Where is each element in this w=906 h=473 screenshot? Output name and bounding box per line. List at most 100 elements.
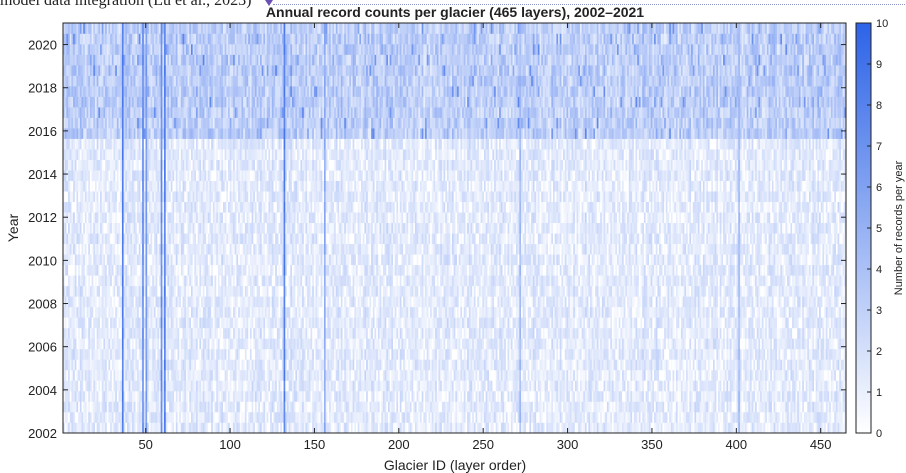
heat-cell (63, 128, 65, 139)
heat-cell (145, 44, 148, 55)
heat-cell (73, 159, 76, 171)
heat-cell (116, 65, 119, 76)
heat-cell (248, 23, 251, 34)
heat-cell (88, 338, 91, 350)
heat-cell (86, 411, 89, 423)
heat-cell (98, 65, 101, 76)
heat-cell (216, 401, 219, 413)
heat-cell (249, 380, 252, 392)
heat-cell (71, 390, 74, 402)
heat-cell (145, 296, 148, 308)
heat-cell (150, 75, 153, 87)
heat-cell (211, 348, 214, 360)
heat-cell (158, 380, 161, 392)
heat-cell (197, 296, 200, 308)
heat-cell (81, 264, 84, 276)
heat-cell (228, 191, 230, 203)
heat-cell (206, 327, 209, 339)
heat-cell (123, 296, 126, 308)
heat-cell (81, 170, 84, 181)
heat-cell (182, 233, 185, 245)
heat-cell (236, 422, 239, 434)
heat-cell (116, 149, 119, 160)
heat-cell (83, 306, 86, 318)
heat-cell (167, 222, 170, 234)
heat-cell (125, 212, 128, 224)
heat-cell (206, 306, 209, 318)
heat-cell (265, 107, 268, 118)
heat-cell (126, 359, 129, 371)
heat-cell (246, 264, 249, 276)
heat-cell (157, 348, 160, 360)
heat-cell (165, 33, 168, 45)
heat-cell (84, 222, 87, 234)
heat-cell (126, 191, 129, 203)
heat-cell (86, 275, 89, 287)
heat-cell (157, 107, 160, 118)
heat-cell (121, 86, 124, 97)
heat-cell (145, 275, 148, 287)
heat-cell (133, 275, 136, 287)
heat-cell (179, 191, 182, 203)
heat-cell (197, 128, 200, 139)
heat-cell (142, 33, 145, 45)
heat-cell (76, 264, 79, 276)
heat-cell (249, 327, 252, 339)
heat-cell (91, 275, 94, 287)
heat-cell (268, 317, 271, 329)
heat-cell (63, 422, 65, 434)
heat-cell (74, 33, 77, 45)
heat-cell (219, 138, 222, 150)
heat-cell (275, 275, 278, 287)
heat-cell (125, 117, 128, 129)
heat-cell (251, 338, 254, 350)
heat-cell (120, 401, 123, 413)
heat-cell (187, 117, 190, 129)
heat-cell (147, 107, 150, 118)
heat-cell (248, 327, 251, 339)
heat-cell (142, 65, 145, 76)
heat-cell (241, 411, 244, 423)
heat-cell (204, 243, 207, 255)
heat-cell (100, 44, 103, 55)
heat-cell (184, 275, 187, 287)
heat-cell (121, 128, 124, 139)
heat-cell (69, 212, 72, 224)
heat-cell (120, 285, 123, 297)
heat-cell (100, 96, 103, 108)
heat-cell (207, 201, 210, 213)
heat-cell (271, 411, 274, 423)
heat-cell (184, 117, 187, 129)
heat-cell (74, 212, 77, 224)
heat-cell (145, 338, 148, 350)
heat-cell (74, 275, 77, 287)
heat-cell (120, 317, 123, 329)
heat-cell (103, 65, 106, 76)
heat-cell (241, 138, 244, 150)
heat-cell (116, 380, 119, 392)
heat-cell (123, 317, 126, 329)
heat-cell (246, 338, 249, 350)
heat-cell (180, 411, 183, 423)
heat-cell (209, 296, 212, 308)
heat-cell (84, 338, 87, 350)
heat-cell (236, 117, 239, 129)
heat-cell (196, 275, 199, 287)
heat-cell (103, 44, 106, 55)
heat-cell (266, 422, 269, 434)
heat-cell (145, 33, 148, 45)
heat-cell (207, 75, 210, 87)
heat-cell (202, 380, 205, 392)
heat-cell (204, 359, 207, 371)
heat-cell (236, 285, 239, 297)
heat-cell (71, 96, 74, 108)
heat-cell (187, 201, 190, 213)
heat-cell (214, 23, 217, 34)
heat-cell (125, 380, 128, 392)
heat-cell (157, 222, 160, 234)
heat-cell (93, 401, 96, 413)
heat-cell (133, 86, 136, 97)
heat-cell (148, 369, 151, 381)
heat-cell (71, 54, 74, 66)
heat-cell (185, 180, 188, 192)
